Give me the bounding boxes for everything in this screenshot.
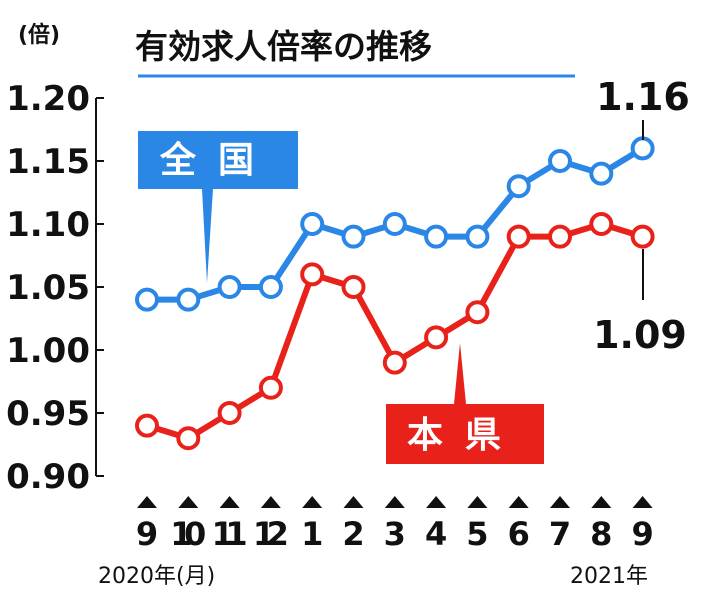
legend-prefecture-label: 本県 [407, 415, 523, 456]
x-axis-arrow [178, 496, 199, 508]
prefecture-data-point [258, 375, 283, 400]
x-tick-label: 11 [212, 515, 248, 553]
x-axis-arrow [137, 496, 157, 508]
x-tick-label: 2 [342, 515, 364, 553]
chart-title: 有効求人倍率の推移 [135, 27, 432, 66]
y-ticks [96, 97, 104, 477]
x-axis-arrow [219, 496, 240, 508]
y-tick-label: 1.00 [6, 331, 90, 371]
x-axis-arrow [343, 496, 364, 508]
x-axis-arrow [426, 496, 447, 508]
x-tick-label: 5 [466, 515, 488, 553]
national-data-point [176, 287, 201, 312]
prefecture-data-point [135, 413, 159, 438]
national-data-point [217, 275, 242, 299]
x-axis-arrow [467, 496, 488, 508]
y-tick-labels: 1.20 1.15 1.10 1.05 1.00 0.95 0.90 [6, 79, 90, 497]
x-period-end: 2021年 [570, 564, 648, 589]
legend-national-label: 全国 [159, 139, 276, 181]
x-period-start: 2020年(月) [98, 564, 215, 589]
x-axis-arrow [632, 496, 653, 508]
x-axis-labels: 9 10 11 12 1 2 3 4 5 6 7 8 9 [136, 515, 654, 553]
prefecture-data-point [341, 275, 366, 299]
national-data-point [506, 174, 531, 199]
prefecture-data-point [630, 224, 655, 249]
national-data-point [382, 212, 407, 236]
prefecture-data-point [589, 212, 614, 236]
national-data-point [548, 149, 572, 173]
legend-national-box [138, 131, 298, 189]
x-tick-label: 12 [253, 515, 289, 553]
prefecture-data-point [424, 325, 449, 350]
x-axis-arrow [591, 496, 612, 508]
national-data-point [300, 212, 325, 236]
prefecture-data-point [176, 426, 201, 451]
national-data-point [424, 224, 449, 249]
x-tick-label: 8 [590, 515, 612, 553]
prefecture-end-value: 1.09 [593, 313, 687, 357]
x-tick-label: 1 [301, 515, 323, 553]
x-tick-label: 10 [170, 515, 206, 553]
x-tick-label: 7 [549, 515, 571, 553]
x-axis-arrow [508, 496, 529, 508]
x-tick-label: 6 [508, 515, 530, 553]
national-data-point [135, 287, 159, 312]
y-tick-label: 0.95 [6, 394, 90, 434]
x-tick-label: 9 [631, 515, 653, 553]
national-data-point [589, 161, 614, 186]
x-axis-arrow [302, 496, 323, 508]
legend-national: 全国 [138, 131, 298, 283]
y-tick-label: 1.05 [6, 268, 90, 308]
prefecture-data-point [465, 300, 490, 325]
prefecture-data-point [217, 401, 242, 425]
national-data-point [630, 136, 655, 161]
x-tick-label: 9 [136, 515, 158, 553]
x-tick-label: 3 [384, 515, 406, 553]
x-axis-arrows [137, 496, 653, 508]
x-axis-arrow [550, 496, 570, 508]
x-axis-arrow [260, 496, 281, 508]
x-axis-arrow [384, 496, 405, 508]
legend-national-pointer [202, 189, 213, 283]
prefecture-data-point [506, 224, 531, 249]
national-end-value: 1.16 [596, 75, 690, 119]
legend-prefecture-box [386, 404, 544, 464]
national-data-point [465, 224, 490, 249]
y-tick-label: 1.10 [6, 205, 90, 245]
prefecture-data-point [548, 224, 572, 249]
legend-prefecture: 本県 [386, 343, 544, 464]
prefecture-data-point [382, 350, 407, 375]
legend-prefecture-pointer [454, 343, 466, 404]
series-layer [135, 136, 655, 451]
x-tick-label: 4 [425, 515, 447, 553]
y-tick-label: 1.20 [6, 79, 90, 119]
national-data-point [341, 224, 366, 249]
y-tick-label: 0.90 [6, 457, 90, 497]
y-unit-label: (倍) [18, 22, 60, 48]
national-data-point [258, 275, 283, 299]
y-tick-label: 1.15 [6, 142, 90, 182]
prefecture-data-point [300, 262, 325, 287]
